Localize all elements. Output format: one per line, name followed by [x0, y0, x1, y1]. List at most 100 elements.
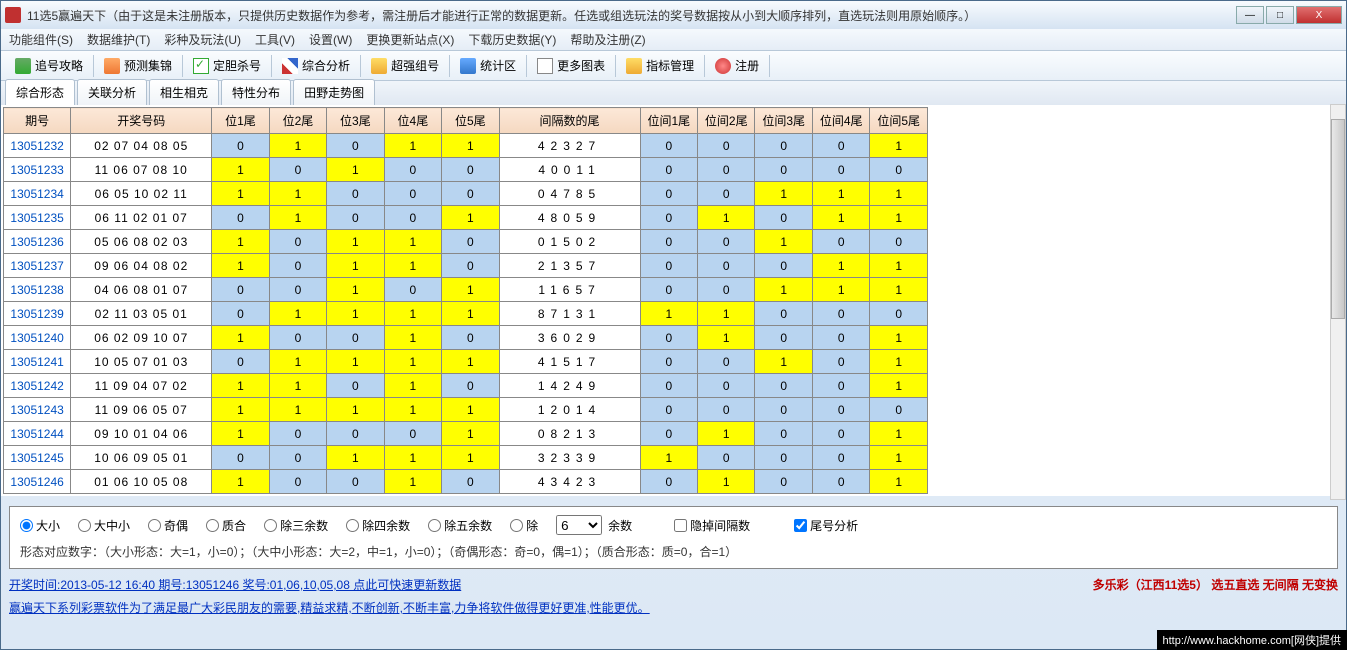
status-line-2[interactable]: 赢遍天下系列彩票软件为了满足最广大彩民朋友的需要,精益求精,不断创新,不断丰富,…: [1, 596, 1346, 619]
cell-gap-tail: 1: [870, 326, 928, 350]
tool-更多图表[interactable]: 更多图表: [529, 53, 613, 79]
cell-tail: 0: [384, 182, 441, 206]
menu-item-1[interactable]: 数据维护(T): [87, 31, 150, 48]
cell-period[interactable]: 13051238: [4, 278, 71, 302]
tab-关联分析[interactable]: 关联分析: [77, 79, 147, 105]
col-header[interactable]: 位间4尾: [812, 108, 869, 134]
cell-period[interactable]: 13051235: [4, 206, 71, 230]
menu-item-6[interactable]: 下载历史数据(Y): [468, 31, 556, 48]
col-header[interactable]: 位1尾: [212, 108, 269, 134]
tool-定胆杀号[interactable]: 定胆杀号: [185, 53, 269, 79]
menu-item-3[interactable]: 工具(V): [255, 31, 295, 48]
cell-numbers: 05 06 08 02 03: [71, 230, 212, 254]
filter-description: 形态对应数字：（大小形态：大=1，小=0）；（大中小形态：大=2，中=1，小=0…: [20, 543, 1327, 560]
menu-item-4[interactable]: 设置(W): [309, 31, 352, 48]
menu-item-7[interactable]: 帮助及注册(Z): [570, 31, 645, 48]
cell-gap-tail: 1: [698, 302, 755, 326]
cell-tail: 0: [212, 206, 269, 230]
menu-item-2[interactable]: 彩种及玩法(U): [164, 31, 241, 48]
vertical-scrollbar[interactable]: [1330, 104, 1346, 500]
radio-除四余数[interactable]: 除四余数: [346, 517, 410, 534]
col-header[interactable]: 位间2尾: [698, 108, 755, 134]
cell-period[interactable]: 13051242: [4, 374, 71, 398]
maximize-button[interactable]: □: [1266, 6, 1294, 24]
cell-tail: 1: [442, 398, 499, 422]
status-draw-info[interactable]: 开奖时间:2013-05-12 16:40 期号:13051246 奖号:01,…: [9, 576, 1093, 593]
radio-大中小[interactable]: 大中小: [78, 517, 130, 534]
cell-gap-tail: 0: [640, 182, 697, 206]
cell-tail: 0: [384, 206, 441, 230]
cell-period[interactable]: 13051245: [4, 446, 71, 470]
minimize-button[interactable]: —: [1236, 6, 1264, 24]
close-button[interactable]: X: [1296, 6, 1342, 24]
cell-period[interactable]: 13051239: [4, 302, 71, 326]
cell-gap: 08213: [499, 422, 640, 446]
cell-tail: 1: [384, 470, 441, 494]
cell-period[interactable]: 13051236: [4, 230, 71, 254]
checkbox-hide-gap[interactable]: 隐掉间隔数: [674, 517, 750, 534]
col-header[interactable]: 位间5尾: [870, 108, 928, 134]
tab-综合形态[interactable]: 综合形态: [5, 79, 75, 105]
tool-超强组号[interactable]: 超强组号: [363, 53, 447, 79]
cell-gap-tail: 0: [698, 158, 755, 182]
cell-period[interactable]: 13051233: [4, 158, 71, 182]
cell-gap-tail: 0: [640, 374, 697, 398]
radio-大小[interactable]: 大小: [20, 517, 60, 534]
cell-tail: 1: [327, 302, 384, 326]
col-header[interactable]: 开奖号码: [71, 108, 212, 134]
tab-特性分布[interactable]: 特性分布: [221, 79, 291, 105]
content-area: 期号开奖号码位1尾位2尾位3尾位4尾位5尾间隔数的尾位间1尾位间2尾位间3尾位间…: [1, 105, 1346, 496]
cell-period[interactable]: 13051241: [4, 350, 71, 374]
cell-gap-tail: 0: [755, 422, 812, 446]
tool-注册[interactable]: 注册: [707, 53, 767, 79]
cell-numbers: 10 06 09 05 01: [71, 446, 212, 470]
toolbar: 追号攻略预测集锦定胆杀号综合分析超强组号统计区更多图表指标管理注册: [1, 51, 1346, 81]
cell-gap-tail: 0: [640, 158, 697, 182]
col-header[interactable]: 期号: [4, 108, 71, 134]
统计区-icon: [460, 58, 476, 74]
col-header[interactable]: 位3尾: [327, 108, 384, 134]
cell-tail: 0: [269, 470, 326, 494]
cell-period[interactable]: 13051234: [4, 182, 71, 206]
cell-gap-tail: 0: [640, 398, 697, 422]
cell-tail: 1: [384, 230, 441, 254]
cell-tail: 1: [384, 254, 441, 278]
cell-period[interactable]: 13051240: [4, 326, 71, 350]
tool-综合分析[interactable]: 综合分析: [274, 53, 358, 79]
divisor-select[interactable]: 6: [556, 515, 602, 535]
checkbox-tail-analysis[interactable]: 尾号分析: [794, 517, 858, 534]
cell-period[interactable]: 13051244: [4, 422, 71, 446]
cell-tail: 1: [442, 278, 499, 302]
radio-奇偶[interactable]: 奇偶: [148, 517, 188, 534]
radio-除[interactable]: 除: [510, 517, 538, 534]
cell-tail: 0: [327, 206, 384, 230]
col-header[interactable]: 位4尾: [384, 108, 441, 134]
col-header[interactable]: 间隔数的尾: [499, 108, 640, 134]
scrollbar-thumb[interactable]: [1331, 119, 1345, 319]
cell-gap: 32339: [499, 446, 640, 470]
tab-相生相克[interactable]: 相生相克: [149, 79, 219, 105]
cell-period[interactable]: 13051237: [4, 254, 71, 278]
cell-tail: 0: [442, 182, 499, 206]
cell-tail: 1: [212, 470, 269, 494]
cell-numbers: 01 06 10 05 08: [71, 470, 212, 494]
cell-tail: 0: [442, 254, 499, 278]
radio-除三余数[interactable]: 除三余数: [264, 517, 328, 534]
col-header[interactable]: 位5尾: [442, 108, 499, 134]
menu-item-5[interactable]: 更换更新站点(X): [366, 31, 454, 48]
tool-统计区[interactable]: 统计区: [452, 53, 524, 79]
menu-item-0[interactable]: 功能组件(S): [9, 31, 73, 48]
cell-period[interactable]: 13051232: [4, 134, 71, 158]
col-header[interactable]: 位间1尾: [640, 108, 697, 134]
cell-period[interactable]: 13051243: [4, 398, 71, 422]
cell-period[interactable]: 13051246: [4, 470, 71, 494]
tool-预测集锦[interactable]: 预测集锦: [96, 53, 180, 79]
tab-田野走势图[interactable]: 田野走势图: [293, 79, 375, 105]
col-header[interactable]: 位2尾: [269, 108, 326, 134]
radio-质合[interactable]: 质合: [206, 517, 246, 534]
radio-除五余数[interactable]: 除五余数: [428, 517, 492, 534]
cell-gap-tail: 0: [755, 134, 812, 158]
tool-指标管理[interactable]: 指标管理: [618, 53, 702, 79]
col-header[interactable]: 位间3尾: [755, 108, 812, 134]
tool-追号攻略[interactable]: 追号攻略: [7, 53, 91, 79]
